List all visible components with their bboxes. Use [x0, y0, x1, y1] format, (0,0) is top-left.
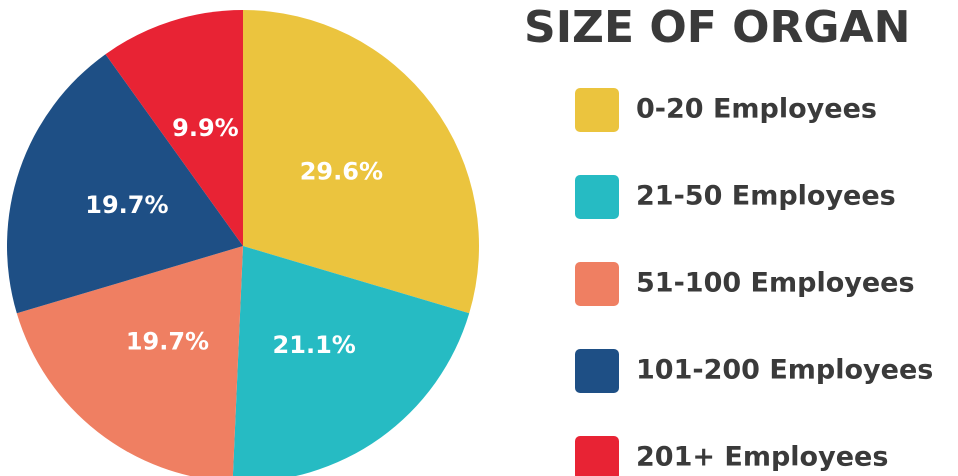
chart-title: SIZE OF ORGAN: [524, 2, 910, 53]
legend-swatch: [575, 349, 619, 393]
slice-label: 29.6%: [300, 158, 383, 186]
legend-label: 21-50 Employees: [636, 181, 896, 212]
pie-slice: [105, 10, 243, 246]
legend-swatch: [575, 262, 619, 306]
legend-swatch: [575, 436, 619, 476]
pie-slice: [16, 246, 243, 476]
legend-label: 101-200 Employees: [636, 355, 933, 386]
pie-slice: [232, 246, 470, 476]
pie-slice: [6, 54, 243, 314]
legend-label: 201+ Employees: [636, 442, 888, 473]
slice-label: 21.1%: [273, 331, 356, 359]
legend-label: 0-20 Employees: [636, 94, 877, 125]
pie-slice: [243, 10, 479, 314]
slice-label: 19.7%: [126, 328, 209, 356]
legend-label: 51-100 Employees: [636, 268, 915, 299]
slice-label: 9.9%: [172, 114, 239, 142]
legend-swatch: [575, 88, 619, 132]
slice-label: 19.7%: [85, 191, 168, 219]
legend-swatch: [575, 175, 619, 219]
